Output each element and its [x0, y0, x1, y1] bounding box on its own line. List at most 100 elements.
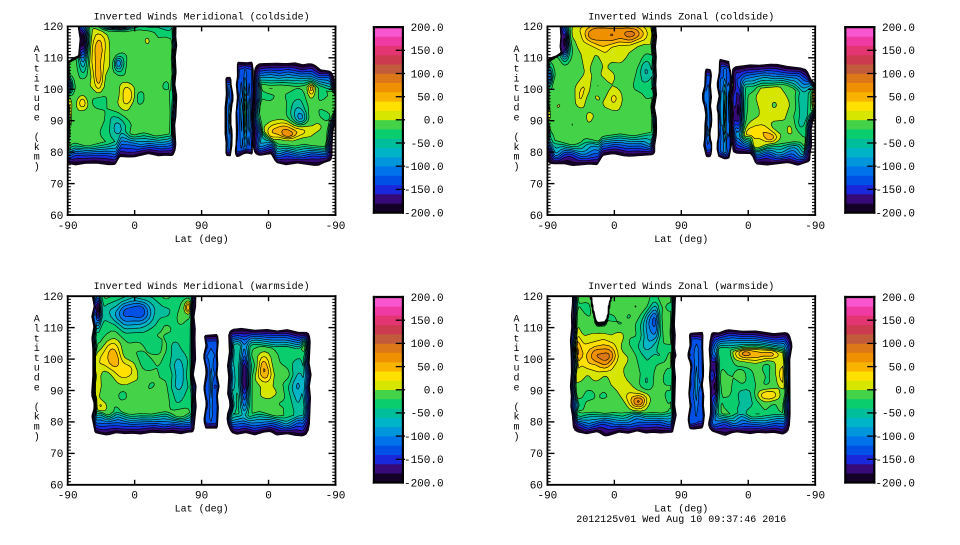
svg-text:-150.0: -150.0: [875, 185, 915, 197]
svg-text:d: d: [34, 103, 40, 115]
svg-text:-50.0: -50.0: [411, 139, 444, 151]
svg-text:t: t: [34, 65, 40, 76]
svg-text:120: 120: [43, 22, 63, 34]
svg-text:90: 90: [675, 221, 688, 233]
svg-text:e: e: [513, 383, 519, 394]
svg-text:m: m: [34, 153, 40, 164]
svg-text:t: t: [513, 84, 519, 95]
svg-text:100.0: 100.0: [882, 339, 915, 351]
svg-text:-200.0: -200.0: [404, 208, 444, 220]
svg-text:k: k: [513, 412, 519, 424]
svg-text:-90: -90: [537, 221, 557, 233]
svg-text:100.0: 100.0: [411, 69, 444, 81]
svg-text:80: 80: [530, 148, 543, 160]
svg-text:-200.0: -200.0: [875, 208, 915, 220]
svg-text:0: 0: [131, 221, 138, 233]
svg-text:u: u: [513, 94, 519, 105]
svg-text:-100.0: -100.0: [404, 162, 444, 174]
svg-text:m: m: [513, 153, 519, 164]
svg-text:110: 110: [43, 54, 63, 66]
svg-text:l: l: [34, 324, 40, 336]
svg-text:t: t: [34, 354, 40, 365]
svg-text:0: 0: [265, 491, 272, 503]
svg-text:50.0: 50.0: [889, 362, 915, 374]
svg-text:e: e: [513, 114, 519, 125]
svg-text:150.0: 150.0: [411, 316, 444, 328]
svg-text:0.0: 0.0: [424, 116, 444, 128]
svg-text:120: 120: [43, 292, 63, 304]
svg-text:-100.0: -100.0: [404, 432, 444, 444]
svg-text:i: i: [513, 73, 519, 85]
svg-text:90: 90: [50, 116, 63, 128]
svg-text:u: u: [34, 94, 40, 105]
svg-text:k: k: [513, 142, 519, 154]
svg-text:90: 90: [530, 386, 543, 398]
svg-text:Inverted Winds Meridional (war: Inverted Winds Meridional (warmside): [94, 281, 310, 293]
svg-text:90: 90: [530, 116, 543, 128]
svg-text:200.0: 200.0: [411, 293, 444, 305]
svg-text:110: 110: [43, 323, 63, 335]
svg-text:-90: -90: [58, 221, 78, 233]
svg-text:l: l: [513, 324, 519, 336]
svg-text:120: 120: [523, 292, 543, 304]
svg-text:l: l: [513, 54, 519, 66]
svg-text:d: d: [513, 103, 519, 115]
svg-text:-90: -90: [326, 221, 346, 233]
svg-text:-90: -90: [537, 491, 557, 503]
svg-text:70: 70: [530, 179, 543, 191]
svg-text:Lat (deg): Lat (deg): [175, 234, 229, 246]
svg-text:110: 110: [523, 54, 543, 66]
svg-text:-50.0: -50.0: [411, 409, 444, 421]
svg-text:t: t: [34, 334, 40, 345]
svg-text:90: 90: [675, 491, 688, 503]
svg-text:): ): [513, 162, 519, 174]
svg-text:Inverted Winds Meridional (col: Inverted Winds Meridional (coldside): [94, 11, 310, 23]
svg-text:Lat (deg): Lat (deg): [654, 504, 708, 516]
svg-text:l: l: [34, 54, 40, 66]
svg-text:i: i: [34, 343, 40, 355]
svg-text:): ): [34, 162, 40, 174]
svg-text:200.0: 200.0: [882, 23, 915, 35]
svg-text:150.0: 150.0: [882, 316, 915, 328]
svg-text:t: t: [34, 84, 40, 95]
svg-text:110: 110: [523, 323, 543, 335]
svg-text:(: (: [513, 402, 519, 414]
svg-text:120: 120: [523, 22, 543, 34]
svg-text:100: 100: [523, 85, 543, 97]
svg-text:150.0: 150.0: [882, 46, 915, 58]
svg-text:A: A: [513, 45, 519, 56]
svg-text:2012125v01 Wed Aug 10 09:37:46: 2012125v01 Wed Aug 10 09:37:46 2016: [576, 514, 786, 526]
svg-text:100: 100: [43, 85, 63, 97]
svg-text:i: i: [34, 73, 40, 85]
svg-text:A: A: [34, 45, 40, 56]
svg-text:t: t: [513, 334, 519, 345]
svg-text:e: e: [34, 114, 40, 125]
svg-text:0: 0: [611, 491, 618, 503]
svg-text:50.0: 50.0: [417, 362, 443, 374]
svg-text:80: 80: [50, 418, 63, 430]
svg-text:-50.0: -50.0: [882, 139, 915, 151]
svg-text:k: k: [34, 412, 40, 424]
svg-text:m: m: [513, 423, 519, 434]
svg-text:80: 80: [50, 148, 63, 160]
svg-text:Inverted Winds Zonal (coldside: Inverted Winds Zonal (coldside): [588, 11, 774, 23]
svg-text:70: 70: [50, 449, 63, 461]
svg-text:k: k: [34, 142, 40, 154]
svg-text:(: (: [34, 132, 40, 144]
svg-text:u: u: [34, 364, 40, 375]
svg-text:0: 0: [745, 221, 752, 233]
svg-text:60: 60: [50, 481, 63, 493]
svg-text:m: m: [34, 423, 40, 434]
svg-text:-200.0: -200.0: [875, 478, 915, 490]
svg-text:-90: -90: [326, 491, 346, 503]
svg-text:-150.0: -150.0: [875, 455, 915, 467]
svg-text:-100.0: -100.0: [875, 432, 915, 444]
svg-text:A: A: [34, 315, 40, 326]
svg-text:70: 70: [50, 179, 63, 191]
svg-text:A: A: [513, 315, 519, 326]
svg-text:Lat (deg): Lat (deg): [175, 504, 229, 516]
svg-text:0: 0: [265, 221, 272, 233]
svg-text:t: t: [513, 65, 519, 76]
svg-text:t: t: [513, 354, 519, 365]
svg-text:(: (: [34, 402, 40, 414]
